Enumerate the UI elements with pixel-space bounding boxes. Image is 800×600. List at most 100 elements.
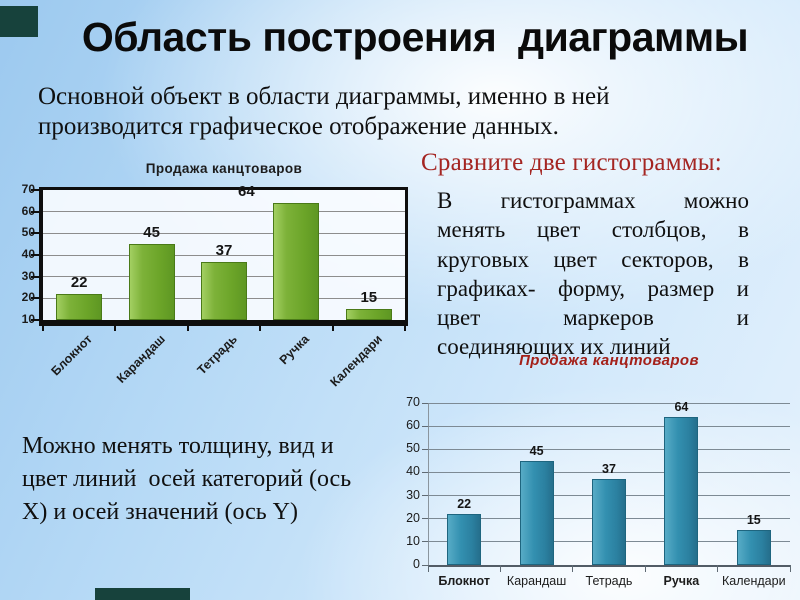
y-axis-label: 10 (406, 533, 420, 548)
x-tick (789, 565, 791, 572)
text-line: соединяющих их линий (437, 334, 671, 360)
y-axis-label: 50 (406, 441, 420, 456)
x-axis-label: Календари (327, 332, 385, 390)
bar-Карандаш (519, 460, 554, 565)
y-tick (422, 471, 428, 473)
y-axis-label: 60 (21, 203, 35, 218)
x-tick (186, 326, 189, 331)
bottom-accent (95, 588, 190, 600)
subtitle: Основной объект в области диаграммы, име… (38, 82, 686, 142)
x-axis-label: Блокнот (48, 332, 96, 379)
bar-value-label: 22 (70, 274, 88, 291)
y-axis-label: 30 (21, 268, 35, 283)
chart-title-green: Продажа канцтоваров (145, 161, 303, 176)
x-tick (717, 565, 719, 572)
y-tick (422, 402, 428, 404)
y-axis-label: 30 (406, 487, 420, 502)
y-tick (31, 297, 39, 300)
gridline (43, 232, 405, 234)
gridline (43, 211, 405, 213)
y-axis-label: 70 (21, 182, 35, 196)
x-axis-label: Тетрадь (194, 332, 240, 378)
corner-accent (0, 6, 38, 37)
text-line: цвет маркеров и (437, 305, 749, 331)
x-axis-label: Карандаш (506, 574, 567, 588)
y-tick (31, 319, 39, 321)
text-line: X) и осей значений (ось Y) (22, 499, 298, 525)
bar-value-label: 37 (215, 241, 233, 259)
x-axis-label: Ручка (663, 574, 700, 588)
bar-Блокнот (447, 514, 482, 565)
x-axis-label: Календари (722, 574, 786, 588)
gridline (43, 254, 405, 256)
chart-title-teal: Продажа канцтоваров (519, 352, 699, 369)
bar-Карандаш (128, 244, 175, 320)
y-axis-label: 20 (406, 510, 420, 525)
x-tick (427, 565, 429, 572)
bar-Тетрадь (592, 479, 626, 565)
bar-Ручка (664, 416, 699, 565)
y-axis-label: 10 (21, 312, 35, 326)
bar-Ручка (273, 203, 320, 320)
x-axis-label: Тетрадь (585, 574, 633, 588)
y-axis-line-teal (428, 403, 429, 565)
gridline (428, 425, 790, 427)
x-tick (644, 565, 646, 572)
y-tick (422, 495, 428, 497)
bar-Блокнот (56, 294, 103, 320)
x-tick (572, 565, 574, 572)
bar-value-label: 15 (360, 289, 378, 307)
y-tick (422, 425, 428, 427)
bar-value-label: 64 (238, 183, 255, 200)
bar-value-label: 22 (457, 497, 472, 512)
bar-value-label: 64 (674, 399, 689, 414)
text-line: Можно менять толщину, вид и (22, 433, 334, 459)
x-tick (42, 326, 44, 331)
x-tick (404, 326, 406, 331)
y-tick (31, 275, 39, 278)
text-line: цвет линий осей категорий (ось (22, 466, 352, 492)
bar-value-label: 15 (746, 513, 761, 528)
page-title: Область построения диаграммы (81, 14, 749, 60)
x-axis-label: Блокнот (438, 574, 491, 588)
y-axis-label: 60 (406, 418, 420, 433)
gridline (428, 402, 790, 404)
compare-heading: Сравните две гистограммы: (421, 149, 722, 176)
bar-Календари (736, 530, 771, 565)
text-line: менять цвет столбцов, в (437, 217, 749, 243)
gridline (428, 448, 790, 450)
y-axis-label: 50 (21, 225, 35, 240)
y-tick (422, 448, 428, 450)
text-line: Основной объект в области диаграммы, име… (38, 83, 610, 110)
bar-value-label: 45 (143, 224, 160, 242)
bar-value-label: 37 (602, 462, 616, 477)
text-line: В гистограммах можно (437, 188, 749, 213)
x-axis-line-teal (428, 565, 790, 567)
x-tick (331, 326, 334, 331)
y-axis-label: 70 (406, 395, 420, 409)
text-line: круговых цвет секторов, в (437, 246, 749, 272)
y-axis-label: 20 (21, 290, 35, 305)
y-tick (31, 189, 39, 191)
x-tick (499, 565, 501, 572)
x-axis-label: Карандаш (113, 332, 168, 386)
text-line: графиках- форму, размер и (437, 275, 749, 301)
bar-value-label: 45 (529, 443, 544, 458)
y-tick (31, 210, 39, 213)
axes-note: Можно менять толщину, вид и цвет линий ос… (22, 430, 402, 529)
y-tick (422, 541, 428, 543)
y-tick (31, 232, 39, 235)
y-axis-label: 40 (21, 247, 35, 261)
x-tick (259, 326, 262, 331)
y-tick (422, 518, 428, 520)
y-axis-label: 40 (406, 464, 420, 479)
histogram-note: В гистограммах можно менять цвет столбцов… (437, 186, 749, 362)
bar-Календари (345, 309, 392, 320)
gridline (428, 471, 790, 473)
y-tick (31, 254, 39, 256)
bar-Тетрадь (201, 261, 247, 320)
y-tick (422, 564, 428, 566)
y-axis-label: 0 (413, 557, 420, 571)
text-line: производится графическое отображение дан… (38, 113, 559, 140)
